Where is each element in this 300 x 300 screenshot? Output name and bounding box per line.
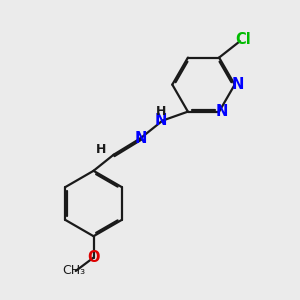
Text: N: N: [232, 77, 244, 92]
Text: H: H: [156, 104, 166, 118]
Text: CH₃: CH₃: [63, 265, 86, 278]
Text: H: H: [96, 143, 106, 156]
Text: N: N: [216, 104, 228, 119]
Text: Cl: Cl: [236, 32, 251, 47]
Text: N: N: [155, 113, 167, 128]
Text: O: O: [87, 250, 100, 265]
Text: N: N: [134, 131, 146, 146]
